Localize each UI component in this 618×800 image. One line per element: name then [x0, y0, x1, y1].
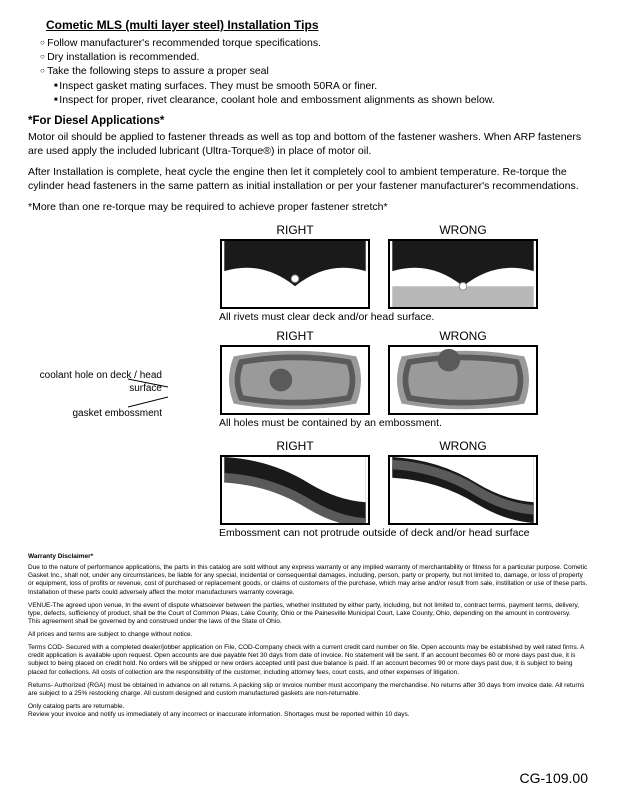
- warranty-p1: Due to the nature of performance applica…: [28, 564, 590, 597]
- warranty-heading: Warranty Disclaimer*: [28, 553, 590, 561]
- page-code: CG-109.00: [520, 770, 588, 786]
- bullet-3a: Inspect gasket mating surfaces. They mus…: [54, 79, 590, 93]
- bullet-3b: Inspect for proper, rivet clearance, coo…: [54, 93, 590, 107]
- diagram-row-3: RIGHT WRONG Embossment can n: [28, 439, 590, 539]
- caption-row1: All rivets must clear deck and/or head s…: [219, 311, 539, 323]
- page-title: Cometic MLS (multi layer steel) Installa…: [46, 18, 590, 32]
- diesel-heading: *For Diesel Applications*: [28, 115, 590, 127]
- diesel-p2: After Installation is complete, heat cyc…: [28, 166, 590, 193]
- diagram-rivet-wrong: [388, 239, 538, 309]
- diagram-row-1: RIGHT WRONG All rivets must clear deck a…: [28, 223, 590, 323]
- label-right: RIGHT: [276, 439, 313, 453]
- diagram-rivet-right: [220, 239, 370, 309]
- bullet-3: Take the following steps to assure a pro…: [40, 64, 590, 78]
- label-right: RIGHT: [276, 329, 313, 343]
- diesel-p1: Motor oil should be applied to fastener …: [28, 131, 590, 158]
- warranty-p4: Terms COD- Secured with a completed deal…: [28, 644, 590, 677]
- bullet-1: Follow manufacturer's recommended torque…: [40, 36, 590, 50]
- label-wrong: WRONG: [439, 223, 486, 237]
- diagram-row-2: coolant hole on deck / head surface gask…: [28, 329, 590, 433]
- warranty-disclaimer: Warranty Disclaimer* Due to the nature o…: [28, 553, 590, 719]
- warranty-p5: Returns- Authorized (RGA) must be obtain…: [28, 682, 590, 698]
- diagram-emboss-wrong: [388, 455, 538, 525]
- diagram-emboss-right: [220, 455, 370, 525]
- warranty-p3: All prices and terms are subject to chan…: [28, 631, 590, 639]
- warranty-p2: VENUE-The agreed upon venue, In the even…: [28, 602, 590, 626]
- diagram-hole-wrong: [388, 345, 538, 415]
- label-wrong: WRONG: [439, 439, 486, 453]
- leader-lines: [128, 349, 168, 439]
- label-right: RIGHT: [276, 223, 313, 237]
- instruction-bullets: Follow manufacturer's recommended torque…: [40, 36, 590, 107]
- diesel-p3: *More than one re-torque may be required…: [28, 201, 590, 215]
- caption-row3: Embossment can not protrude outside of d…: [219, 527, 539, 539]
- caption-row2: All holes must be contained by an emboss…: [219, 417, 539, 429]
- diagrams-section: RIGHT WRONG All rivets must clear deck a…: [28, 223, 590, 539]
- bullet-2: Dry installation is recommended.: [40, 50, 590, 64]
- diagram-hole-right: [220, 345, 370, 415]
- label-wrong: WRONG: [439, 329, 486, 343]
- warranty-p6: Only catalog parts are returnable.Review…: [28, 703, 590, 719]
